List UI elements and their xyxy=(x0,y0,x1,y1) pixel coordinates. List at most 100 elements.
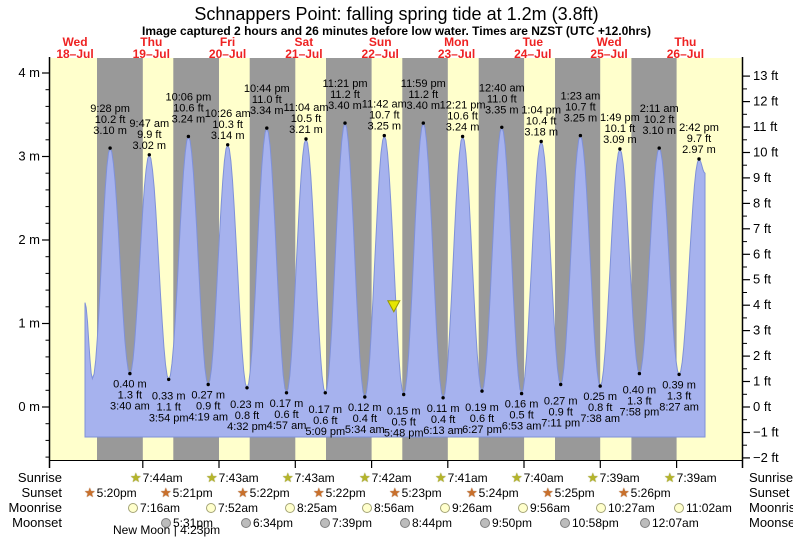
moonset-entry: 8:44pm xyxy=(400,515,452,530)
low-tide-annotation: 0.4 ft xyxy=(431,414,455,426)
sunrise-time: 7:42am xyxy=(371,470,412,485)
moonrise-moon-icon xyxy=(596,502,606,513)
moonrise-label-left: Moonrise xyxy=(8,500,62,515)
right-axis-label: −2 ft xyxy=(753,450,779,465)
low-tide-annotation: 8:27 am xyxy=(659,401,699,413)
moonrise-entry: 8:25am xyxy=(285,500,337,515)
right-axis-label: 4 ft xyxy=(753,297,771,312)
new-moon-label: New Moon | 4:23pm xyxy=(113,523,221,537)
sunset-time: 5:22pm xyxy=(325,485,366,500)
low-tide-annotation: 0.9 ft xyxy=(548,407,572,419)
sunrise-entry: ★ 7:39am xyxy=(664,470,717,485)
high-tide-annotation: 10.5 ft xyxy=(291,113,322,125)
low-tide-annotation: 7:58 pm xyxy=(620,407,660,419)
moonrise-time: 9:56am xyxy=(530,500,571,515)
sunset-time: 5:25pm xyxy=(554,485,595,500)
moonset-entry: 12:07am xyxy=(640,515,699,530)
moonrise-entry: 9:56am xyxy=(518,500,570,515)
left-axis-label: 4 m xyxy=(18,65,40,80)
low-tide-dot xyxy=(519,391,524,396)
high-tide-annotation: 3.18 m xyxy=(524,127,558,139)
day-name-label: Wed xyxy=(62,35,87,49)
sunrise-entry: ★ 7:41am xyxy=(435,470,488,485)
high-tide-annotation: 10.3 ft xyxy=(212,119,243,131)
low-tide-annotation: 3:40 am xyxy=(110,401,150,413)
sunrise-entry: ★ 7:42am xyxy=(359,470,412,485)
sunset-star-icon: ★ xyxy=(313,485,325,500)
day-name-label: Sat xyxy=(295,35,314,49)
low-tide-dot xyxy=(441,396,445,400)
day-name-label: Fri xyxy=(220,35,235,49)
low-tide-dot xyxy=(167,377,171,382)
high-tide-dot xyxy=(265,126,269,130)
sunrise-entry: ★ 7:39am xyxy=(587,470,640,485)
high-tide-annotation: 3.40 m xyxy=(406,100,440,112)
left-axis-label: 1 m xyxy=(18,316,40,331)
high-tide-dot xyxy=(343,121,347,125)
high-tide-dot xyxy=(108,146,112,150)
day-date-label: 25–Jul xyxy=(590,47,627,61)
moonrise-entry: 11:02am xyxy=(674,500,732,515)
day-date-label: 22–Jul xyxy=(362,47,399,61)
low-tide-dot xyxy=(637,371,642,376)
low-tide-annotation: 6:13 am xyxy=(423,425,463,437)
high-tide-annotation: 9.9 ft xyxy=(137,129,161,141)
high-tide-annotation: 10.7 ft xyxy=(369,110,400,122)
right-axis-label: 8 ft xyxy=(753,195,771,210)
low-tide-annotation: 0.33 m xyxy=(152,390,186,402)
day-date-label: 19–Jul xyxy=(133,47,170,61)
high-tide-dot xyxy=(657,146,661,150)
moonrise-moon-icon xyxy=(362,502,372,513)
sunrise-star-icon: ★ xyxy=(359,470,371,485)
moonset-moon-icon xyxy=(400,517,410,528)
low-tide-annotation: 0.8 ft xyxy=(235,410,259,422)
right-axis-label: 9 ft xyxy=(753,170,771,185)
high-tide-dot xyxy=(147,153,151,157)
low-tide-annotation: 6:53 am xyxy=(502,421,542,433)
low-tide-annotation: 0.11 m xyxy=(427,403,460,415)
high-tide-dot xyxy=(382,133,386,138)
moonrise-label-right: Moonrise xyxy=(749,500,793,515)
right-axis-label: 1 ft xyxy=(753,374,771,389)
low-tide-annotation: 0.5 ft xyxy=(391,417,415,429)
moonset-moon-icon xyxy=(560,517,570,528)
day-date-label: 23–Jul xyxy=(438,47,475,61)
low-tide-annotation: 0.25 m xyxy=(583,391,617,403)
low-tide-annotation: 0.27 m xyxy=(191,390,225,402)
low-tide-annotation: 3:54 pm xyxy=(149,412,189,424)
moonset-entry: 6:34pm xyxy=(241,515,293,530)
high-tide-annotation: 11.2 ft xyxy=(408,89,438,101)
low-tide-annotation: 0.6 ft xyxy=(313,415,337,427)
low-tide-annotation: 4:57 am xyxy=(267,420,307,432)
moonrise-moon-icon xyxy=(440,502,450,513)
high-tide-annotation: 10.6 ft xyxy=(447,111,478,123)
low-tide-annotation: 0.15 m xyxy=(387,406,421,418)
low-tide-dot xyxy=(245,386,249,390)
moonrise-time: 8:56am xyxy=(374,500,415,515)
moonrise-moon-icon xyxy=(128,502,138,513)
high-tide-annotation: 3.24 m xyxy=(446,122,480,134)
high-tide-annotation: 10.2 ft xyxy=(644,114,675,126)
moonrise-time: 10:27am xyxy=(608,500,655,515)
low-tide-annotation: 0.40 m xyxy=(623,385,657,397)
day-name-label: Tue xyxy=(523,35,544,49)
moonrise-entry: 7:52am xyxy=(206,500,258,515)
sunrise-star-icon: ★ xyxy=(130,470,142,485)
sunrise-entry: ★ 7:43am xyxy=(282,470,335,485)
high-tide-annotation: 10.4 ft xyxy=(526,116,557,128)
sunrise-label-right: Sunrise xyxy=(749,470,793,485)
moonrise-time: 7:16am xyxy=(140,500,181,515)
low-tide-dot xyxy=(480,389,484,393)
moonset-time: 9:50pm xyxy=(492,515,533,530)
sunrise-time: 7:39am xyxy=(599,470,640,485)
moonset-row: Moonset Moonset 5:31pm 6:34pm 7:39pm 8:44pm… xyxy=(0,515,793,530)
low-tide-annotation: 0.8 ft xyxy=(588,402,612,414)
sunset-star-icon: ★ xyxy=(389,485,401,500)
moonset-time: 6:34pm xyxy=(253,515,294,530)
sunrise-time: 7:40am xyxy=(523,470,564,485)
sunset-star-icon: ★ xyxy=(84,485,96,500)
sunset-label-right: Sunset xyxy=(749,485,790,500)
moonset-time: 7:39pm xyxy=(332,515,373,530)
sunset-entry: ★ 5:24pm xyxy=(466,485,519,500)
high-tide-annotation: 3.10 m xyxy=(642,125,676,137)
